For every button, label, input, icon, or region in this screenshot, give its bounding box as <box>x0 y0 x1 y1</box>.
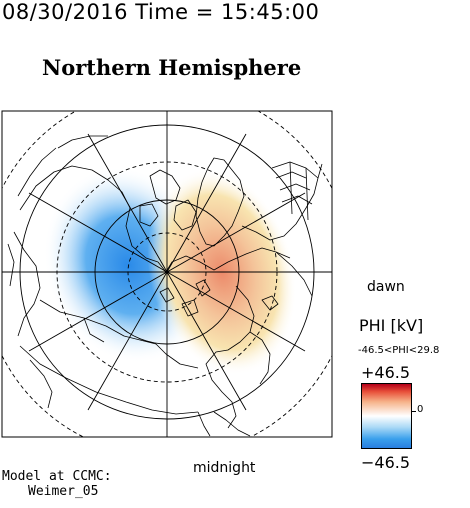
timestamp-title: 08/30/2016 Time = 15:45:00 <box>2 0 320 24</box>
colorbar-min-label: −46.5 <box>361 453 411 472</box>
colorbar-zero-tick <box>412 411 416 412</box>
model-credit-line2: Weimer_05 <box>28 484 99 499</box>
colorbar-title: PHI [kV] <box>359 316 424 335</box>
midnight-label: midnight <box>193 460 256 476</box>
model-credit-line1: Model at CCMC: <box>2 469 112 484</box>
map-frame <box>1 110 333 438</box>
dawn-label: dawn <box>367 279 405 295</box>
colorbar <box>361 383 412 449</box>
coastlines <box>7 135 323 437</box>
colorbar-max-label: +46.5 <box>361 363 411 382</box>
hemisphere-title: Northern Hemisphere <box>42 55 302 80</box>
colorbar-zero-label: 0 <box>417 404 424 415</box>
meridian-lines <box>2 111 332 437</box>
colorbar-range: -46.5<PHI<29.8 <box>358 345 440 356</box>
